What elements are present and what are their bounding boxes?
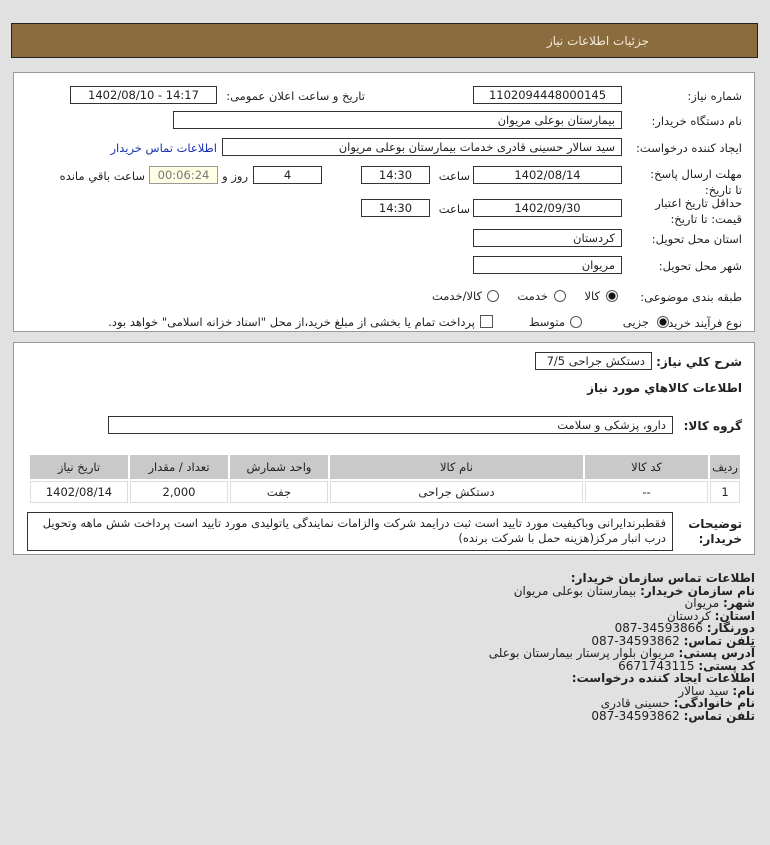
category-label: طبقه بندی موضوعی: [640,290,742,304]
province-field[interactable]: کردستان [473,229,622,247]
col-date: تاریخ نیاز [30,455,128,479]
category-goods-label: کالا [584,289,600,303]
validity-date-field[interactable]: 1402/09/30 [473,199,622,217]
category-radio-goods[interactable] [606,290,618,302]
announce-label: تاریخ و ساعت اعلان عمومی: [226,89,365,103]
description-field[interactable]: دستکش جراحی 7/5 [535,352,652,370]
cell-unit: جفت [230,481,328,503]
category-goods-service-label: کالا/خدمت [431,289,482,303]
city-field[interactable]: مریوان [473,256,622,274]
table-header-row: ردیف کد کالا نام کالا واحد شمارش تعداد /… [30,455,740,479]
creator-field[interactable]: سید سالار حسینی قادری خدمات بیمارستان بو… [222,138,622,156]
buyer-contact-link[interactable]: اطلاعات تماس خریدار [110,141,217,155]
buyer-field[interactable]: بیمارستان بوعلی مریوان [173,111,622,129]
deadline-date-field[interactable]: 1402/08/14 [473,166,622,184]
city-label: شهر محل تحویل: [658,259,742,273]
cell-qty: 2,000 [130,481,228,503]
creator-title: اطلاعات ایجاد کننده درخواست: [571,671,755,685]
col-code: کد کالا [585,455,708,479]
contact-org: نام سازمان خریدار: بیمارستان بوعلی مریوا… [513,583,755,598]
creator-name: نام: سید سالار [678,683,755,698]
validity-time-field[interactable]: 14:30 [361,199,430,217]
contact-info: اطلاعات تماس سازمان خریدار: نام سازمان خ… [489,572,755,722]
announce-field[interactable]: 1402/08/10 - 14:17 [70,86,217,104]
deadline-time-label: ساعت [438,169,470,183]
need-number-field[interactable]: 1102094448000145 [473,86,622,104]
col-unit: واحد شمارش [230,455,328,479]
creator-label: ایجاد کننده درخواست: [636,141,742,155]
remaining-time-field: 00:06:24 [149,166,218,184]
items-table: ردیف کد کالا نام کالا واحد شمارش تعداد /… [28,453,742,505]
contact-city: شهر: مریوان [684,596,755,610]
contact-province: استان: کردستان [666,608,755,623]
deadline-time-field[interactable]: 14:30 [361,166,430,184]
remaining-label: ساعت باقي مانده [59,169,145,183]
creator-phone: تلفن تماس: 087-34593862 [591,708,755,723]
cell-row: 1 [710,481,740,503]
cell-code: -- [585,481,708,503]
treasury-payment-checkbox[interactable] [480,315,493,328]
col-row: ردیف [710,455,740,479]
process-minor-label: جزیی [622,315,649,329]
page-header: جزئیات اطلاعات نیاز [11,23,758,58]
days-field[interactable]: 4 [253,166,322,184]
col-qty: تعداد / مقدار [130,455,228,479]
description-label: شرح کلي نیاز: [656,355,742,369]
cell-date: 1402/08/14 [30,481,128,503]
contact-address: آدرس پستی: مریوان بلوار پرستار بیمارستان… [488,646,755,660]
validity-time-label: ساعت [438,202,470,216]
days-label: روز و [222,169,248,183]
process-label: نوع فرآیند خرید : [660,316,742,330]
notes-label: توضیحات خریدار: [688,517,742,546]
buyer-notes: فقطبرندایرانی وباکیفیت مورد تایید است ثب… [27,512,673,551]
contact-fax: دورنگار: 087-34593866 [614,621,755,635]
province-label: استان محل تحویل: [651,232,742,246]
buyer-label: نام دستگاه خریدار: [651,114,742,128]
validity-label: حداقل تاریخ اعتبار قیمت: تا تاریخ: [655,196,742,226]
col-name: نام کالا [330,455,583,479]
items-title: اطلاعات کالاهاي مورد نیاز [587,381,742,395]
table-row: 1 -- دستکش جراحی جفت 2,000 1402/08/14 [30,481,740,503]
category-radio-goods-service[interactable] [487,290,499,302]
process-radio-minor[interactable] [657,316,669,328]
contact-postal: کد پستی: 6671743115 [618,658,755,673]
deadline-label: مهلت ارسال پاسخ: تا تاریخ: [650,167,742,197]
process-radio-medium[interactable] [570,316,582,328]
treasury-payment-label: پرداخت تمام یا بخشی از مبلغ خرید،از محل … [108,315,475,329]
category-radio-service[interactable] [554,290,566,302]
contact-title: اطلاعات تماس سازمان خریدار: [570,571,755,585]
contact-phone: تلفن تماس: 087-34593862 [591,633,755,648]
cell-name: دستکش جراحی [330,481,583,503]
category-service-label: خدمت [517,289,548,303]
group-field[interactable]: دارو، پزشکی و سلامت [108,416,673,434]
process-medium-label: متوسط [528,315,565,329]
creator-family: نام خانوادگی: حسینی قادری [600,696,755,710]
group-label: گروه کالا: [683,419,742,433]
need-number-label: شماره نیاز: [687,89,742,103]
